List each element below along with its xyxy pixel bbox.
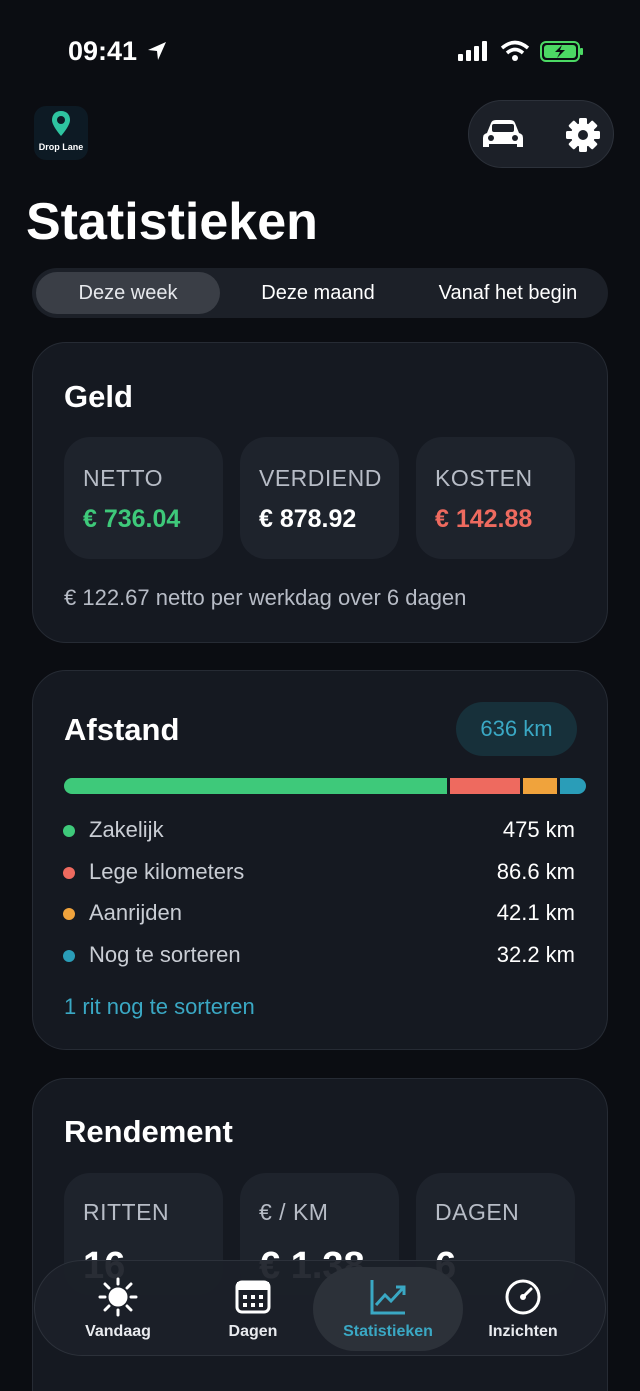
stat-label: KOSTEN: [435, 465, 533, 491]
stat-tile: NETTO € 736.04: [64, 437, 223, 559]
card-title: Afstand: [64, 712, 180, 747]
stat-value: € 736.04: [83, 505, 181, 533]
tab-label: Dagen: [228, 1323, 278, 1340]
tab[interactable]: Statistieken: [313, 1267, 463, 1351]
tab-bar: Vandaag Dagen Statistieken Inzichten: [34, 1260, 606, 1356]
tab-icon: [505, 1279, 541, 1315]
top-actions: [468, 100, 614, 168]
row-label: Zakelijk: [89, 817, 164, 842]
unsorted-link[interactable]: 1 rit nog te sorteren: [64, 994, 255, 1019]
tab-label: Statistieken: [343, 1323, 433, 1340]
segment[interactable]: Deze maand: [261, 282, 375, 304]
stat-label: RITTEN: [83, 1199, 170, 1225]
legend-dot: [63, 949, 75, 962]
distance-bar-segment: [450, 778, 521, 794]
stat-label: € / KM: [259, 1199, 329, 1225]
segmented-control: Deze week Deze maand Vanaf het begin: [32, 268, 608, 318]
distance-row: Nog te sorteren 32.2 km: [63, 940, 575, 970]
status-icons: [458, 40, 583, 62]
row-value: 86.6 km: [496, 858, 575, 884]
stat-label: DAGEN: [435, 1199, 520, 1225]
stat-value: € 142.88: [435, 505, 533, 533]
distance-row: Zakelijk 475 km: [63, 815, 575, 845]
row-value: 42.1 km: [496, 900, 575, 925]
card-title: Geld: [64, 379, 133, 414]
stat-tile: KOSTEN € 142.88: [416, 437, 575, 559]
distance-row: Aanrijden 42.1 km: [63, 898, 575, 928]
app-icon[interactable]: Drop Lane: [34, 106, 88, 160]
distance-bar-segment: [64, 778, 448, 794]
car-button[interactable]: [481, 117, 525, 153]
stat-value: € 878.92: [259, 505, 357, 533]
distance-row: Lege kilometers 86.6 km: [63, 857, 575, 887]
distance-bar-segment: [560, 778, 586, 794]
row-label: Aanrijden: [89, 900, 182, 925]
stat-label: NETTO: [83, 465, 164, 491]
app-icon-label: Drop Lane: [38, 142, 84, 152]
tab[interactable]: Vandaag: [43, 1261, 193, 1357]
status-time: 09:41: [68, 36, 138, 66]
tab[interactable]: Dagen: [178, 1261, 328, 1357]
distance-card: Afstand 636 km 1 rit nog te sorteren Zak…: [32, 670, 608, 1050]
money-note: € 122.67 netto per werkdag over 6 dagen: [64, 585, 467, 610]
stat-label: VERDIEND: [259, 465, 382, 491]
stat-tile: VERDIEND € 878.92: [240, 437, 399, 559]
distance-bar-segment: [523, 778, 557, 794]
row-label: Nog te sorteren: [89, 941, 241, 967]
row-value: 32.2 km: [496, 941, 575, 967]
legend-dot: [63, 866, 75, 879]
pin-icon: [52, 111, 70, 136]
tab-icon: [235, 1280, 271, 1314]
money-card: Geld € 122.67 netto per werkdag over 6 d…: [32, 342, 608, 643]
page-title: Statistieken: [26, 193, 318, 251]
segment[interactable]: Vanaf het begin: [438, 282, 578, 304]
location-icon: [148, 42, 166, 60]
tab[interactable]: Inzichten: [448, 1261, 598, 1357]
row-label: Lege kilometers: [89, 858, 245, 884]
tab-icon: [370, 1280, 406, 1315]
segment[interactable]: Deze week: [36, 272, 220, 314]
tab-label: Inzichten: [488, 1323, 558, 1340]
distance-total: 636 km: [456, 702, 577, 756]
card-title: Rendement: [64, 1114, 233, 1149]
row-value: 475 km: [502, 817, 575, 842]
tab-label: Vandaag: [85, 1323, 151, 1340]
legend-dot: [63, 825, 75, 837]
settings-button[interactable]: [565, 117, 601, 153]
legend-dot: [63, 908, 75, 920]
tab-icon: [98, 1277, 138, 1317]
